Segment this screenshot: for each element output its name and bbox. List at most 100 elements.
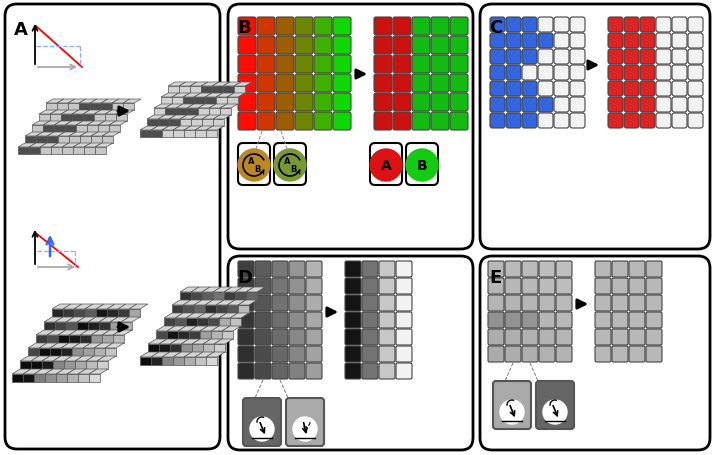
Polygon shape — [46, 100, 64, 104]
FancyBboxPatch shape — [431, 94, 449, 112]
FancyBboxPatch shape — [506, 66, 521, 81]
FancyBboxPatch shape — [238, 144, 270, 186]
Polygon shape — [50, 343, 69, 348]
Polygon shape — [216, 305, 227, 313]
Polygon shape — [180, 120, 191, 127]
FancyBboxPatch shape — [345, 329, 361, 345]
Polygon shape — [121, 317, 140, 322]
FancyBboxPatch shape — [490, 66, 505, 81]
FancyBboxPatch shape — [554, 66, 569, 81]
Polygon shape — [85, 304, 104, 309]
Text: A: A — [248, 157, 254, 166]
Polygon shape — [212, 83, 230, 87]
Polygon shape — [83, 115, 94, 122]
Polygon shape — [110, 322, 121, 330]
Polygon shape — [52, 309, 63, 317]
Polygon shape — [183, 305, 194, 313]
FancyBboxPatch shape — [362, 346, 378, 362]
FancyBboxPatch shape — [505, 295, 521, 311]
FancyBboxPatch shape — [306, 363, 322, 379]
Text: D: D — [237, 268, 252, 286]
Polygon shape — [61, 115, 72, 122]
Polygon shape — [191, 288, 210, 293]
FancyBboxPatch shape — [522, 295, 538, 311]
Polygon shape — [80, 133, 98, 136]
Polygon shape — [87, 126, 98, 133]
Polygon shape — [87, 122, 105, 126]
Polygon shape — [194, 300, 213, 305]
Polygon shape — [167, 326, 186, 331]
FancyBboxPatch shape — [295, 75, 313, 93]
FancyBboxPatch shape — [238, 75, 256, 93]
Polygon shape — [113, 330, 132, 335]
FancyBboxPatch shape — [640, 98, 655, 113]
FancyBboxPatch shape — [570, 66, 585, 81]
Polygon shape — [31, 361, 42, 369]
FancyBboxPatch shape — [506, 114, 521, 129]
FancyBboxPatch shape — [556, 295, 572, 311]
FancyBboxPatch shape — [538, 114, 553, 129]
FancyBboxPatch shape — [570, 34, 585, 49]
FancyBboxPatch shape — [570, 82, 585, 97]
FancyBboxPatch shape — [629, 262, 645, 278]
Polygon shape — [62, 148, 73, 155]
Polygon shape — [148, 344, 159, 352]
Polygon shape — [238, 300, 257, 305]
FancyBboxPatch shape — [506, 34, 521, 49]
Polygon shape — [116, 115, 127, 122]
Polygon shape — [186, 313, 205, 318]
Polygon shape — [44, 317, 63, 322]
Polygon shape — [52, 304, 71, 309]
Polygon shape — [94, 115, 105, 122]
Polygon shape — [29, 144, 47, 148]
FancyBboxPatch shape — [238, 262, 254, 278]
Polygon shape — [102, 335, 113, 343]
Polygon shape — [201, 83, 219, 87]
Polygon shape — [181, 339, 200, 344]
FancyBboxPatch shape — [238, 37, 256, 55]
Polygon shape — [34, 369, 53, 374]
FancyBboxPatch shape — [289, 329, 305, 345]
Polygon shape — [216, 94, 234, 98]
Polygon shape — [191, 116, 209, 120]
FancyBboxPatch shape — [379, 278, 395, 294]
Polygon shape — [140, 131, 151, 138]
Polygon shape — [118, 309, 129, 317]
FancyBboxPatch shape — [595, 262, 611, 278]
FancyBboxPatch shape — [345, 262, 361, 278]
Polygon shape — [147, 120, 158, 127]
Polygon shape — [235, 293, 246, 300]
FancyBboxPatch shape — [272, 262, 288, 278]
FancyBboxPatch shape — [370, 144, 402, 186]
Polygon shape — [198, 105, 216, 109]
FancyBboxPatch shape — [490, 34, 505, 49]
Polygon shape — [200, 326, 219, 331]
Polygon shape — [69, 330, 88, 335]
Polygon shape — [183, 98, 194, 105]
Polygon shape — [39, 343, 58, 348]
Polygon shape — [76, 122, 94, 126]
FancyBboxPatch shape — [522, 312, 538, 328]
FancyBboxPatch shape — [646, 329, 662, 345]
Polygon shape — [189, 331, 200, 339]
Polygon shape — [200, 331, 211, 339]
Polygon shape — [42, 356, 61, 361]
Polygon shape — [187, 105, 205, 109]
FancyBboxPatch shape — [243, 398, 281, 446]
Polygon shape — [69, 335, 80, 343]
Polygon shape — [20, 361, 31, 369]
FancyBboxPatch shape — [640, 50, 655, 65]
Polygon shape — [205, 98, 216, 105]
Circle shape — [406, 150, 438, 182]
FancyBboxPatch shape — [295, 113, 313, 131]
Polygon shape — [50, 348, 61, 356]
FancyBboxPatch shape — [295, 37, 313, 55]
Polygon shape — [151, 127, 169, 131]
Circle shape — [274, 150, 306, 182]
Polygon shape — [67, 374, 78, 382]
FancyBboxPatch shape — [612, 329, 628, 345]
FancyBboxPatch shape — [539, 312, 555, 328]
Polygon shape — [58, 136, 69, 144]
FancyBboxPatch shape — [379, 312, 395, 328]
FancyBboxPatch shape — [238, 312, 254, 328]
